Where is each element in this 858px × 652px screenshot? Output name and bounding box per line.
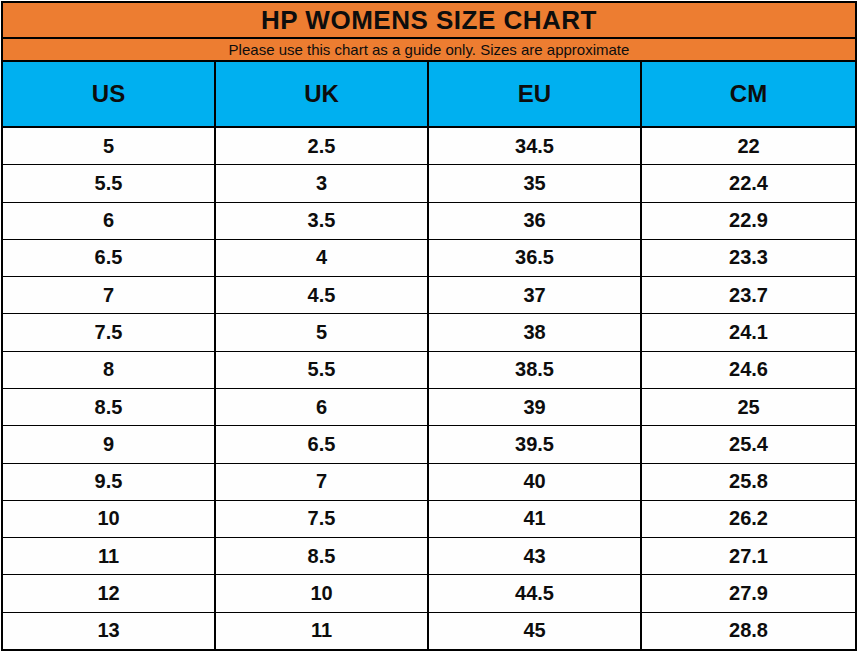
- size-chart-table: HP WOMENS SIZE CHART Please use this cha…: [1, 1, 857, 651]
- size-cell: 12: [3, 575, 216, 611]
- size-cell: 9: [3, 426, 216, 462]
- size-cell: 8.5: [216, 538, 429, 574]
- column-header-row: US UK EU CM: [3, 62, 855, 128]
- size-cell: 25: [642, 389, 855, 425]
- table-row: 52.534.522: [3, 128, 855, 165]
- size-cell: 40: [429, 464, 642, 500]
- table-row: 85.538.524.6: [3, 352, 855, 389]
- table-row: 9.574025.8: [3, 464, 855, 501]
- column-header-cm: CM: [642, 62, 855, 126]
- size-cell: 7: [3, 277, 216, 313]
- size-cell: 28.8: [642, 613, 855, 649]
- size-cell: 37: [429, 277, 642, 313]
- size-cell: 5: [216, 314, 429, 350]
- size-cell: 25.4: [642, 426, 855, 462]
- size-cell: 5.5: [216, 352, 429, 388]
- size-cell: 22.4: [642, 165, 855, 201]
- size-cell: 22.9: [642, 203, 855, 239]
- size-cell: 22: [642, 128, 855, 164]
- size-cell: 35: [429, 165, 642, 201]
- size-cell: 8.5: [3, 389, 216, 425]
- size-cell: 6.5: [216, 426, 429, 462]
- size-cell: 5: [3, 128, 216, 164]
- size-cell: 39: [429, 389, 642, 425]
- table-row: 8.563925: [3, 389, 855, 426]
- size-cell: 5.5: [3, 165, 216, 201]
- size-cell: 3.5: [216, 203, 429, 239]
- size-cell: 44.5: [429, 575, 642, 611]
- size-cell: 10: [216, 575, 429, 611]
- size-cell: 24.6: [642, 352, 855, 388]
- size-cell: 4.5: [216, 277, 429, 313]
- size-cell: 2.5: [216, 128, 429, 164]
- size-cell: 36: [429, 203, 642, 239]
- size-cell: 4: [216, 240, 429, 276]
- size-cell: 27.1: [642, 538, 855, 574]
- size-cell: 10: [3, 501, 216, 537]
- size-cell: 26.2: [642, 501, 855, 537]
- size-cell: 43: [429, 538, 642, 574]
- column-header-uk: UK: [216, 62, 429, 126]
- size-cell: 7.5: [3, 314, 216, 350]
- table-row: 5.533522.4: [3, 165, 855, 202]
- table-row: 74.53723.7: [3, 277, 855, 314]
- size-cell: 11: [3, 538, 216, 574]
- size-cell: 7.5: [216, 501, 429, 537]
- size-cell: 41: [429, 501, 642, 537]
- size-cell: 38: [429, 314, 642, 350]
- size-cell: 25.8: [642, 464, 855, 500]
- size-cell: 8: [3, 352, 216, 388]
- chart-subtitle: Please use this chart as a guide only. S…: [3, 39, 855, 62]
- size-cell: 11: [216, 613, 429, 649]
- table-row: 6.5436.523.3: [3, 240, 855, 277]
- size-cell: 39.5: [429, 426, 642, 462]
- table-row: 118.54327.1: [3, 538, 855, 575]
- size-cell: 7: [216, 464, 429, 500]
- size-cell: 6: [216, 389, 429, 425]
- table-row: 7.553824.1: [3, 314, 855, 351]
- table-row: 63.53622.9: [3, 203, 855, 240]
- size-cell: 13: [3, 613, 216, 649]
- size-cell: 23.3: [642, 240, 855, 276]
- size-cell: 24.1: [642, 314, 855, 350]
- size-cell: 6.5: [3, 240, 216, 276]
- size-cell: 6: [3, 203, 216, 239]
- table-row: 96.539.525.4: [3, 426, 855, 463]
- size-table-body: 52.534.5225.533522.463.53622.96.5436.523…: [3, 128, 855, 649]
- column-header-eu: EU: [429, 62, 642, 126]
- table-row: 107.54126.2: [3, 501, 855, 538]
- size-cell: 45: [429, 613, 642, 649]
- size-cell: 36.5: [429, 240, 642, 276]
- size-cell: 34.5: [429, 128, 642, 164]
- table-row: 121044.527.9: [3, 575, 855, 612]
- column-header-us: US: [3, 62, 216, 126]
- table-row: 13114528.8: [3, 613, 855, 649]
- size-cell: 3: [216, 165, 429, 201]
- size-cell: 9.5: [3, 464, 216, 500]
- size-cell: 38.5: [429, 352, 642, 388]
- chart-title: HP WOMENS SIZE CHART: [3, 3, 855, 39]
- size-cell: 27.9: [642, 575, 855, 611]
- size-cell: 23.7: [642, 277, 855, 313]
